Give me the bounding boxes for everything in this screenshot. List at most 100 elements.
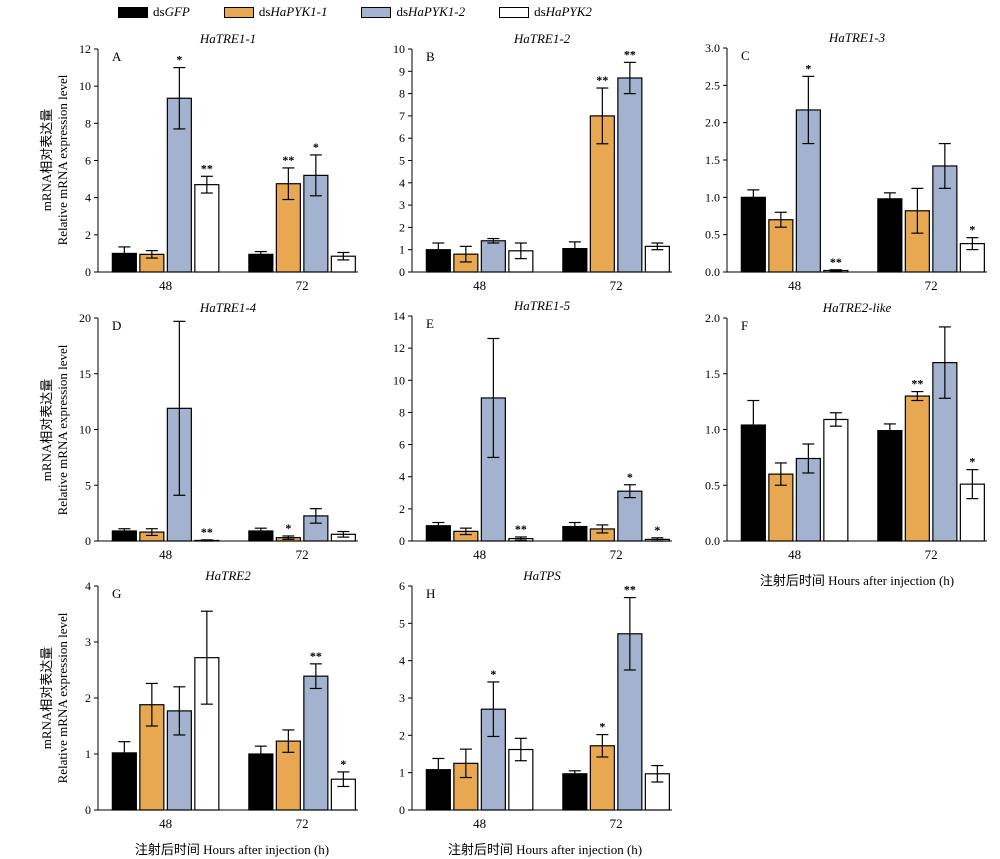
y-tick-label: 4	[399, 176, 405, 190]
bar-72-dsgfp	[248, 753, 274, 811]
significance-mark: *	[313, 140, 319, 154]
bar-72-dsgfp	[877, 430, 903, 542]
legend-label: dsGFP	[153, 4, 190, 19]
significance-mark: **	[515, 522, 527, 536]
y-tick-label: 0	[399, 265, 405, 279]
y-tick-label: 4	[85, 191, 91, 205]
y-tick-label: 10	[393, 373, 405, 387]
x-tick-label: 72	[610, 816, 623, 831]
significance-mark: *	[490, 667, 496, 681]
significance-mark: **	[830, 255, 842, 269]
y-tick-label: 3	[399, 691, 405, 705]
bar-72-dshapyk1-1	[275, 183, 301, 273]
bar-48-dshapyk2	[508, 748, 534, 811]
panel-letter: B	[426, 49, 435, 64]
y-tick-label: 0	[85, 534, 91, 548]
y-tick-label: 0.5	[705, 478, 720, 492]
y-tick-label: 1.5	[705, 367, 720, 381]
panel-letter: F	[741, 318, 748, 333]
y-tick-label: 0	[85, 803, 91, 817]
y-axis-title-cn: mRNA相对表达量	[39, 379, 54, 482]
legend-item-hapyk1-1: dsHaPYK1-1	[223, 4, 328, 20]
y-tick-label: 0	[399, 803, 405, 817]
y-tick-label: 10	[79, 79, 91, 93]
bar-72-dsgfp	[562, 773, 588, 811]
y-axis-title-en-text: Relative mRNA expression level	[55, 612, 70, 783]
significance-mark: **	[911, 377, 923, 391]
significance-mark: **	[201, 525, 213, 539]
legend-item-hapyk2: dsHaPYK2	[499, 4, 592, 20]
y-tick-label: 4	[399, 654, 405, 668]
y-tick-label: 10	[79, 423, 91, 437]
y-tick-label: 1.5	[705, 153, 720, 167]
y-tick-label: 3	[85, 635, 91, 649]
significance-mark: **	[310, 649, 322, 663]
x-tick-label: 72	[610, 547, 623, 562]
legend-swatch	[499, 6, 530, 18]
y-tick-label: 0.0	[705, 534, 720, 548]
x-tick-label: 72	[296, 547, 309, 562]
x-tick-label: 48	[473, 278, 486, 293]
bar-72-dshapyk1-2	[303, 675, 329, 811]
y-tick-label: 2	[399, 728, 405, 742]
panel-b: 0 1 2 3 4 5 6 7 8 9 10 B HaTRE1-2 48 ** ** 72	[393, 31, 672, 293]
y-tick-label: 6	[399, 131, 405, 145]
significance-mark: *	[805, 61, 811, 75]
bar-48-dshapyk2	[194, 184, 220, 273]
panel-title: HaTPS	[522, 568, 561, 583]
bar-72-dshapyk1-2	[617, 77, 643, 273]
y-axis-title-en: Relative mRNA expression level	[55, 344, 70, 515]
significance-mark: **	[624, 583, 636, 597]
y-tick-label: 1.0	[705, 190, 720, 204]
panel-letter: D	[112, 318, 121, 333]
y-tick-label: 5	[399, 154, 405, 168]
x-tick-label: 48	[788, 547, 801, 562]
y-tick-label: 3	[399, 198, 405, 212]
y-tick-label: 10	[393, 42, 405, 56]
x-tick-label: 48	[788, 278, 801, 293]
x-tick-label: 72	[296, 816, 309, 831]
significance-mark: *	[969, 455, 975, 469]
y-tick-label: 0	[85, 265, 91, 279]
panel-d: 0 5 10 15 20 D HaTRE1-4 ** 48 * 72	[79, 300, 358, 562]
legend-item-gfp: dsGFP	[118, 4, 190, 20]
y-tick-label: 0.5	[705, 228, 720, 242]
x-tick-label: 72	[296, 278, 309, 293]
legend-label: dsHaPYK2	[534, 4, 592, 19]
significance-mark: **	[282, 153, 294, 167]
x-axis-title-g: 注射后时间 Hours after injection (h)	[135, 842, 329, 857]
y-axis-title-cn-text: mRNA相对表达量	[39, 379, 54, 482]
y-tick-label: 5	[85, 478, 91, 492]
y-tick-label: 4	[399, 470, 405, 484]
y-axis-title-en: Relative mRNA expression level	[55, 74, 70, 245]
y-tick-label: 12	[79, 42, 91, 56]
panel-title: HaTRE1-5	[513, 298, 571, 313]
y-axis-title-en-text: Relative mRNA expression level	[55, 74, 70, 245]
y-tick-label: 6	[85, 154, 91, 168]
x-tick-label: 48	[159, 816, 172, 831]
panel-title: HaTRE2-like	[822, 300, 892, 315]
panel-title: HaTRE1-4	[199, 300, 257, 315]
panel-letter: E	[426, 316, 434, 331]
x-tick-label: 48	[159, 278, 172, 293]
y-tick-label: 12	[393, 341, 405, 355]
legend-swatch	[118, 6, 148, 18]
legend-item-hapyk1-2: dsHaPYK1-2	[361, 4, 465, 20]
y-tick-label: 14	[393, 309, 405, 323]
y-axis-title-en: Relative mRNA expression level	[55, 612, 70, 783]
significance-mark: *	[285, 521, 291, 535]
y-tick-label: 6	[399, 438, 405, 452]
y-tick-label: 1	[85, 747, 91, 761]
y-tick-label: 6	[399, 579, 405, 593]
y-axis-title-cn: mRNA相对表达量	[39, 109, 54, 212]
y-tick-label: 2.5	[705, 78, 720, 92]
y-tick-label: 8	[85, 116, 91, 130]
significance-mark: *	[969, 223, 975, 237]
legend-swatch	[361, 6, 392, 18]
bar-48-dshapyk2	[823, 418, 849, 542]
bar-72-dshapyk1-2	[617, 490, 643, 542]
legend-label: dsHaPYK1-1	[258, 4, 328, 19]
y-tick-label: 1	[399, 243, 405, 257]
